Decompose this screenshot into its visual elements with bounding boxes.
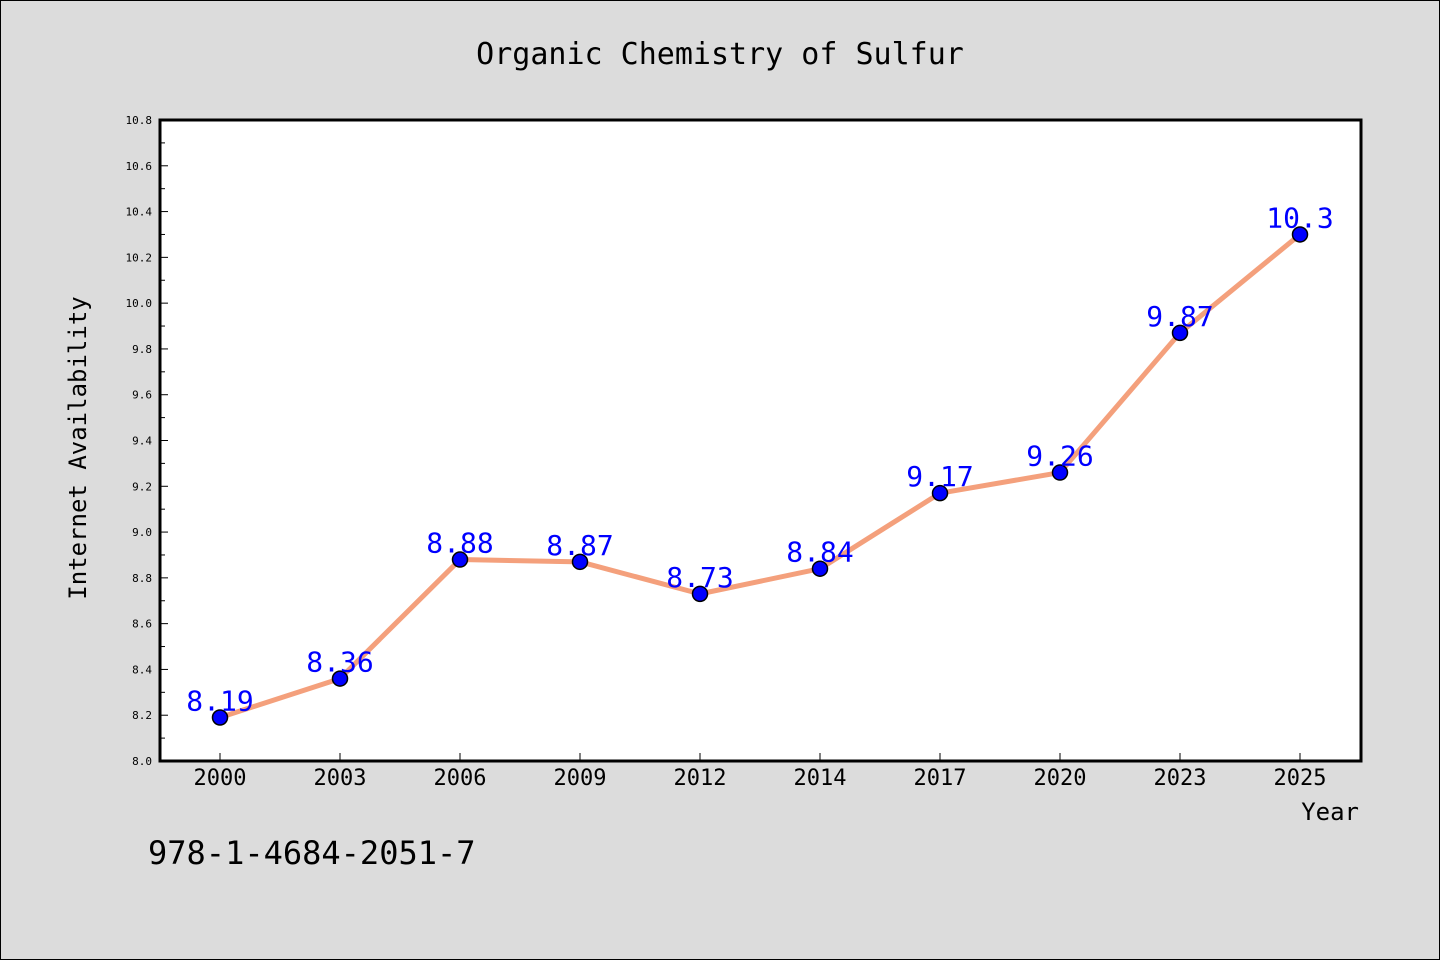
y-tick-label: 8.4: [132, 663, 152, 676]
x-tick-label: 2023: [1154, 766, 1207, 791]
y-axis: 8.0 8.2 8.4 8.6 8.8 9.0 9.2 9.4 9.6 9.8 10.0 10.2 10…: [126, 114, 168, 768]
x-tick-label: 2025: [1274, 766, 1327, 791]
data-point: [691, 585, 709, 603]
y-tick-label: 10.4: [126, 206, 153, 219]
y-tick-label: 10.6: [126, 160, 153, 173]
data-label: 8.73: [666, 561, 733, 594]
y-tick-label: 8.2: [132, 709, 152, 722]
y-tick-label: 8.8: [132, 572, 152, 585]
data-point: [811, 560, 829, 577]
x-tick-label: 2020: [1034, 766, 1087, 791]
data-point: [571, 553, 589, 571]
chart-title: Organic Chemistry of Sulfur: [476, 37, 964, 72]
data-labels: 8.19 8.36 8.88 8.87 8.73 8.84 9.17 9.26 9.87 10.3: [186, 201, 1333, 717]
data-point: [1051, 464, 1069, 481]
y-tick-label: 10.2: [126, 251, 153, 264]
x-tick-label: 2017: [914, 766, 967, 791]
isbn-annotation: 978-1-4684-2051-7: [148, 834, 476, 872]
data-label: 8.87: [546, 529, 613, 562]
y-tick-label: 10.0: [126, 297, 153, 310]
data-label: 8.36: [306, 646, 373, 679]
series-markers: [211, 226, 1309, 726]
data-point: [1171, 324, 1189, 342]
data-point: [1291, 226, 1309, 243]
y-tick-label: 9.8: [132, 343, 152, 356]
data-label: 8.84: [786, 536, 853, 569]
series-line: [217, 231, 1303, 721]
x-tick-label: 2006: [434, 766, 487, 791]
y-tick-label: 8.6: [132, 618, 152, 631]
x-axis: 2000 2003 2006 2009 2012 2014 2017 2020 2023 2025: [194, 753, 1327, 791]
y-tick-label: 9.0: [132, 526, 152, 539]
y-tick-label: 10.8: [126, 114, 153, 127]
y-axis-label: Internet Availability: [64, 296, 92, 599]
x-tick-label: 2003: [314, 766, 367, 791]
x-tick-label: 2009: [554, 766, 607, 791]
x-axis-label: Year: [1301, 798, 1359, 826]
y-tick-label: 9.2: [132, 480, 152, 493]
x-tick-label: 2014: [794, 766, 847, 791]
data-point: [451, 551, 469, 568]
y-tick-label: 9.4: [132, 435, 152, 448]
plot-area: [158, 118, 1363, 763]
y-tick-label: 8.0: [132, 755, 152, 768]
data-point: [331, 670, 349, 687]
data-label: 9.87: [1146, 300, 1213, 333]
data-point: [211, 709, 229, 726]
x-tick-label: 2000: [194, 766, 247, 791]
x-tick-label: 2012: [674, 766, 727, 791]
data-label: 9.26: [1026, 440, 1093, 473]
y-tick-label: 9.6: [132, 389, 152, 402]
data-label: 8.88: [426, 527, 493, 560]
data-label: 9.17: [906, 460, 973, 493]
data-point: [931, 484, 949, 502]
data-label: 10.3: [1266, 201, 1333, 234]
data-label: 8.19: [186, 685, 253, 718]
